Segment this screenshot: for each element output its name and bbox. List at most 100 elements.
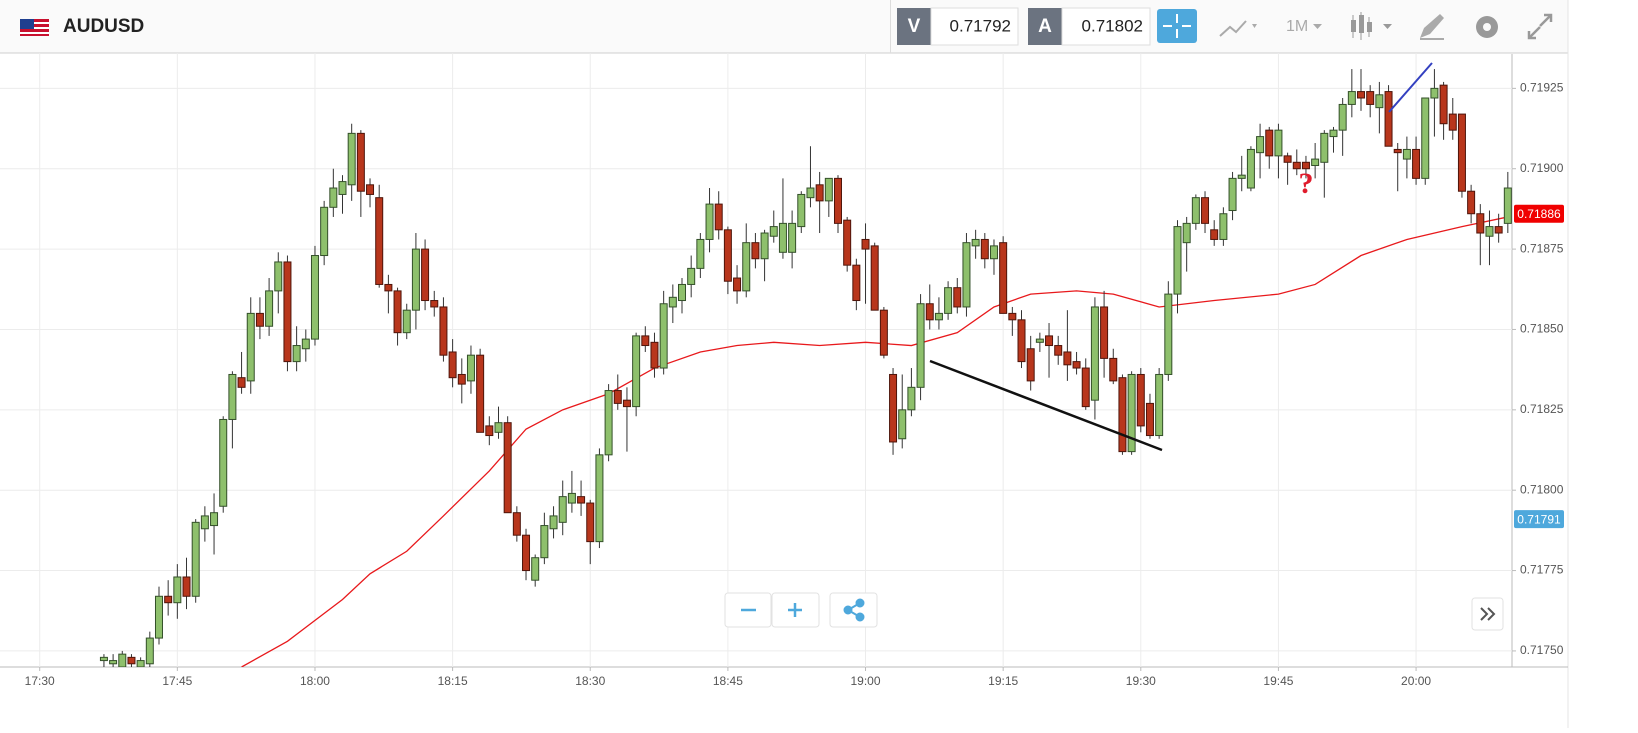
candle-body xyxy=(1090,306,1099,401)
x-tick-label: 20:00 xyxy=(1401,674,1431,688)
candle-body xyxy=(1467,190,1476,215)
bid-box[interactable] xyxy=(897,8,931,45)
candle-body xyxy=(283,261,292,363)
candle-body xyxy=(292,345,301,363)
x-tick-label: 18:00 xyxy=(300,674,330,688)
candle-body xyxy=(136,660,145,667)
candle-body xyxy=(219,418,228,507)
candle-body xyxy=(879,309,888,356)
share-button[interactable] xyxy=(829,592,878,628)
candle-body xyxy=(531,557,540,581)
candle-body xyxy=(347,132,356,186)
candle-body xyxy=(1155,373,1164,437)
candle-body xyxy=(375,197,384,285)
candle-body xyxy=(705,203,714,240)
candle-body xyxy=(622,399,631,408)
ask-value-box xyxy=(1061,7,1151,46)
fullscreen-button[interactable] xyxy=(1527,13,1553,40)
candle-body xyxy=(1320,132,1329,163)
settings-button[interactable] xyxy=(1476,16,1498,38)
x-tick-label: 18:15 xyxy=(438,674,468,688)
candle-body xyxy=(962,242,971,308)
candle-body xyxy=(1026,348,1035,382)
candle-body xyxy=(338,181,347,195)
trend-line-blue xyxy=(1388,62,1433,113)
candle-body xyxy=(687,267,696,285)
price-tag xyxy=(1514,510,1564,529)
divider xyxy=(890,0,891,53)
crosshair-button[interactable] xyxy=(1157,9,1197,43)
candle-body xyxy=(1393,148,1402,154)
y-tick-label: 0.71825 xyxy=(1520,402,1564,416)
candle-body xyxy=(1430,87,1439,99)
candle-body xyxy=(320,206,329,257)
candle-body xyxy=(366,184,375,195)
candle-body xyxy=(641,335,650,347)
candle-body xyxy=(246,312,255,382)
candle-body xyxy=(1283,155,1292,163)
candle-body xyxy=(1503,187,1512,224)
candle-body xyxy=(999,242,1008,314)
y-tick-label: 0.71800 xyxy=(1520,482,1564,496)
candle-body xyxy=(109,660,118,665)
candle-body xyxy=(870,245,879,311)
candle-body xyxy=(494,422,503,433)
candle-body xyxy=(733,277,742,292)
crosshair-icon xyxy=(1163,14,1191,38)
candle-body xyxy=(265,290,274,327)
candle-body xyxy=(200,515,209,530)
candle-body xyxy=(274,261,283,292)
candle-body xyxy=(485,425,494,437)
candle-body xyxy=(1118,377,1127,453)
candle-body xyxy=(861,238,870,250)
candle-body xyxy=(898,409,907,440)
candle-body xyxy=(1366,91,1375,105)
candle-body xyxy=(723,229,732,282)
candle-body xyxy=(1311,158,1320,167)
candle-body xyxy=(916,303,925,388)
candle-body xyxy=(439,306,448,356)
candle-body xyxy=(1201,197,1210,224)
candle-body xyxy=(595,454,604,543)
candle-body xyxy=(384,283,393,292)
ask-box[interactable] xyxy=(1028,8,1062,45)
chart-type-button[interactable] xyxy=(1351,12,1392,40)
y-tick-label: 0.71875 xyxy=(1520,241,1564,255)
candle-body xyxy=(760,232,769,260)
candle-body xyxy=(1136,373,1145,427)
x-tick-label: 17:30 xyxy=(25,674,55,688)
annotation: ? xyxy=(1299,167,1314,200)
x-tick-label: 18:45 xyxy=(713,674,743,688)
draw-button[interactable] xyxy=(1420,14,1444,40)
candle-body xyxy=(210,512,219,527)
candle-body xyxy=(613,390,622,404)
candle-body xyxy=(1494,226,1503,234)
candle-body xyxy=(127,656,136,665)
indicator-button[interactable] xyxy=(1219,20,1257,37)
axes: 0.71750 0.71775 0.71800 0.71825 0.71850 0.718… xyxy=(25,81,1564,688)
candle-body xyxy=(1063,351,1072,366)
candle-body xyxy=(1485,226,1494,237)
toolbar: AUDUSD V 0.71792 A 0.71802 1M xyxy=(0,0,1569,728)
candle-body xyxy=(512,512,521,536)
candle-body xyxy=(604,390,613,456)
candle-body xyxy=(356,132,365,192)
candle-body xyxy=(1265,129,1274,157)
candle-body xyxy=(457,373,466,385)
candle-body xyxy=(1035,338,1044,343)
candle-body xyxy=(1246,148,1255,189)
candle-body xyxy=(522,534,531,572)
toolbar-bg xyxy=(0,0,1568,53)
moving-average-layer xyxy=(241,216,1508,667)
candle-body xyxy=(1329,129,1338,138)
x-tick-label: 18:30 xyxy=(575,674,605,688)
candle-body xyxy=(154,595,163,639)
candle-body xyxy=(980,238,989,260)
candle-body xyxy=(421,248,430,302)
moving-average xyxy=(241,216,1508,667)
x-tick-label: 19:30 xyxy=(1126,674,1156,688)
candles xyxy=(99,69,1512,667)
timeframe[interactable]: 1M xyxy=(1286,18,1308,35)
candle-body xyxy=(1191,197,1200,224)
